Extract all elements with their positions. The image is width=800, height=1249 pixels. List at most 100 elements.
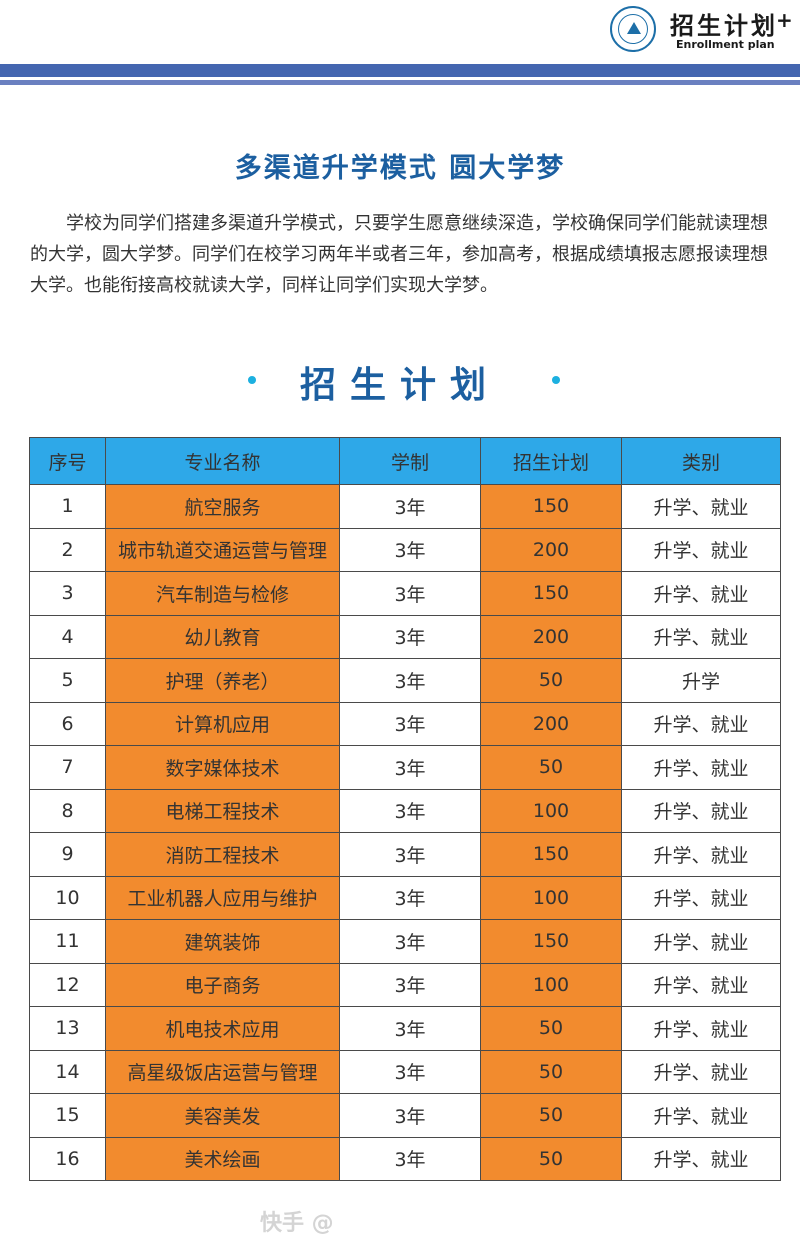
cell-category: 升学、就业 [621, 527, 781, 572]
page-header: 招生计划 + Enrollment plan [0, 0, 800, 90]
cell-major: 数字媒体技术 [105, 745, 340, 790]
header-cell-category: 类别 [621, 437, 781, 485]
header-subtitle: Enrollment plan [676, 38, 775, 51]
cell-duration: 3年 [339, 614, 481, 659]
cell-duration: 3年 [339, 919, 481, 964]
cell-index: 3 [29, 571, 106, 616]
slogan-heading: 多渠道升学模式 圆大学梦 [234, 153, 566, 184]
cell-duration: 3年 [339, 1049, 481, 1094]
table-row: 9 消防工程技术 3年 150 升学、就业 [29, 832, 781, 877]
cell-quota: 150 [480, 832, 622, 877]
table-row: 6 计算机应用 3年 200 升学、就业 [29, 701, 781, 746]
cell-index: 14 [29, 1049, 106, 1094]
bullet-dot-icon [248, 376, 256, 384]
cell-duration: 3年 [339, 701, 481, 746]
cell-index: 1 [29, 484, 106, 529]
cell-category: 升学、就业 [621, 1049, 781, 1094]
cell-quota: 100 [480, 875, 622, 920]
cell-quota: 150 [480, 484, 622, 529]
cell-quota: 200 [480, 701, 622, 746]
cell-category: 升学、就业 [621, 484, 781, 529]
cell-major: 护理（养老） [105, 658, 340, 703]
intro-paragraph: 学校为同学们搭建多渠道升学模式，只要学生愿意继续深造，学校确保同学们能就读理想的… [30, 213, 768, 296]
cell-major: 美容美发 [105, 1093, 340, 1138]
cell-quota: 50 [480, 745, 622, 790]
cell-duration: 3年 [339, 571, 481, 616]
cell-index: 12 [29, 962, 106, 1007]
cell-major: 机电技术应用 [105, 1006, 340, 1051]
table-row: 14 高星级饭店运营与管理 3年 50 升学、就业 [29, 1049, 781, 1094]
cell-index: 6 [29, 701, 106, 746]
cell-category: 升学、就业 [621, 962, 781, 1007]
table-row: 7 数字媒体技术 3年 50 升学、就业 [29, 745, 781, 790]
school-logo [610, 6, 656, 52]
cell-index: 4 [29, 614, 106, 659]
cell-major: 汽车制造与检修 [105, 571, 340, 616]
cell-major: 工业机器人应用与维护 [105, 875, 340, 920]
cell-category: 升学、就业 [621, 745, 781, 790]
cell-quota: 50 [480, 1049, 622, 1094]
cell-category: 升学、就业 [621, 614, 781, 659]
cell-duration: 3年 [339, 1136, 481, 1181]
header-cell-quota: 招生计划 [480, 437, 622, 485]
cell-index: 5 [29, 658, 106, 703]
cell-quota: 100 [480, 788, 622, 833]
table-row: 13 机电技术应用 3年 50 升学、就业 [29, 1006, 781, 1051]
cell-index: 15 [29, 1093, 106, 1138]
header-cell-index: 序号 [29, 437, 106, 485]
cell-major: 航空服务 [105, 484, 340, 529]
cell-category: 升学、就业 [621, 919, 781, 964]
cell-duration: 3年 [339, 788, 481, 833]
cell-quota: 200 [480, 527, 622, 572]
table-row: 16 美术绘画 3年 50 升学、就业 [29, 1136, 781, 1181]
cell-category: 升学 [621, 658, 781, 703]
table-row: 4 幼儿教育 3年 200 升学、就业 [29, 614, 781, 659]
plus-icon: + [776, 8, 793, 32]
cell-major: 城市轨道交通运营与管理 [105, 527, 340, 572]
cell-major: 美术绘画 [105, 1136, 340, 1181]
cell-quota: 50 [480, 1093, 622, 1138]
logo-emblem-icon [618, 14, 648, 44]
header-title: 招生计划 [670, 12, 778, 40]
table-body: 1 航空服务 3年 150 升学、就业 2 城市轨道交通运营与管理 3年 200 升学、就业 3 汽车… [29, 484, 781, 1181]
cell-major: 电子商务 [105, 962, 340, 1007]
cell-index: 9 [29, 832, 106, 877]
cell-category: 升学、就业 [621, 788, 781, 833]
table-row: 5 护理（养老） 3年 50 升学 [29, 658, 781, 703]
table-row: 2 城市轨道交通运营与管理 3年 200 升学、就业 [29, 527, 781, 572]
cell-category: 升学、就业 [621, 832, 781, 877]
cell-index: 13 [29, 1006, 106, 1051]
cell-duration: 3年 [339, 1093, 481, 1138]
table-row: 10 工业机器人应用与维护 3年 100 升学、就业 [29, 875, 781, 920]
cell-index: 16 [29, 1136, 106, 1181]
table-row: 12 电子商务 3年 100 升学、就业 [29, 962, 781, 1007]
cell-index: 11 [29, 919, 106, 964]
header-band [0, 64, 800, 77]
table-row: 8 电梯工程技术 3年 100 升学、就业 [29, 788, 781, 833]
cell-quota: 50 [480, 658, 622, 703]
table-header-row: 序号 专业名称 学制 招生计划 类别 [29, 437, 781, 485]
cell-index: 10 [29, 875, 106, 920]
cell-duration: 3年 [339, 832, 481, 877]
cell-index: 2 [29, 527, 106, 572]
cell-index: 7 [29, 745, 106, 790]
triangle-icon [627, 22, 641, 34]
cell-duration: 3年 [339, 1006, 481, 1051]
cell-index: 8 [29, 788, 106, 833]
cell-category: 升学、就业 [621, 1136, 781, 1181]
enrollment-table: 序号 专业名称 学制 招生计划 类别 1 航空服务 3年 150 升学、就业 2 城市轨道交… [29, 437, 781, 1181]
table-row: 1 航空服务 3年 150 升学、就业 [29, 484, 781, 529]
cell-major: 消防工程技术 [105, 832, 340, 877]
cell-duration: 3年 [339, 875, 481, 920]
cell-quota: 50 [480, 1136, 622, 1181]
cell-duration: 3年 [339, 962, 481, 1007]
cell-duration: 3年 [339, 745, 481, 790]
cell-category: 升学、就业 [621, 1093, 781, 1138]
table-row: 11 建筑装饰 3年 150 升学、就业 [29, 919, 781, 964]
cell-quota: 150 [480, 919, 622, 964]
cell-quota: 50 [480, 1006, 622, 1051]
cell-quota: 150 [480, 571, 622, 616]
cell-category: 升学、就业 [621, 1006, 781, 1051]
table-row: 3 汽车制造与检修 3年 150 升学、就业 [29, 571, 781, 616]
cell-duration: 3年 [339, 658, 481, 703]
